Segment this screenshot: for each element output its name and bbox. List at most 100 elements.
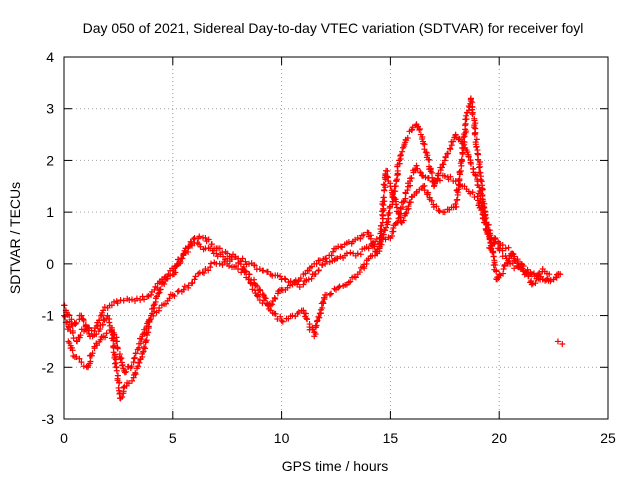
data-point [479,186,486,193]
data-point [505,244,512,251]
data-point [456,175,463,182]
data-point [97,312,104,319]
data-point [559,341,566,348]
data-point [492,261,499,268]
data-point [312,330,319,337]
data-point [162,300,169,307]
data-point [216,260,223,267]
data-point [141,296,148,303]
data-point [87,358,94,365]
data-points [61,95,566,402]
data-point [328,252,335,259]
data-point [291,280,298,287]
data-point [399,204,406,211]
data-point [180,251,187,258]
data-point [306,267,313,274]
data-point [97,336,104,343]
data-point [254,293,261,300]
data-point [416,127,423,134]
data-point [245,260,252,267]
data-point [514,256,521,263]
data-point [66,324,73,331]
data-point [144,293,151,300]
data-point [132,350,139,357]
data-point [128,296,135,303]
data-point [104,312,111,319]
data-point [371,252,378,259]
x-tick-label: 5 [169,430,177,446]
data-point [535,271,542,278]
data-point [417,169,424,176]
data-point [402,210,409,217]
data-point [473,143,480,150]
data-point [272,295,279,302]
data-point [289,312,296,319]
data-point [300,281,307,288]
data-point [326,291,333,298]
data-point [261,294,268,301]
data-point [347,249,354,256]
x-tick-label: 0 [60,430,68,446]
data-point [380,181,387,188]
data-point [457,167,464,174]
data-point [465,153,472,160]
data-point [138,336,145,343]
data-point [142,338,149,345]
data-point [66,312,73,319]
data-point [455,181,462,188]
axis-ticks [63,56,609,420]
data-point [83,324,90,331]
data-point [300,307,307,314]
data-point [357,235,364,242]
data-point [553,274,560,281]
data-point [137,340,144,347]
data-point [469,189,476,196]
data-point [335,284,342,291]
data-point [129,377,136,384]
x-tick-label: 10 [274,430,290,446]
x-axis-label: GPS time / hours [282,458,389,474]
data-point [502,245,509,252]
data-point [185,243,192,250]
data-point [121,369,128,376]
grid-lines [64,57,608,419]
data-point [477,169,484,176]
y-tick-label: -2 [42,359,55,375]
data-point [323,255,330,262]
data-point [473,136,480,143]
data-point [175,287,182,294]
data-point [120,297,127,304]
data-point [313,260,320,267]
data-point [421,187,428,194]
data-point [179,255,186,262]
data-point [461,138,468,145]
data-point [425,156,432,163]
data-point [467,96,474,103]
data-point [450,138,457,145]
data-point [189,279,196,286]
data-point [509,250,516,257]
data-point [356,269,363,276]
data-point [413,162,420,169]
data-point [321,294,328,301]
data-point [511,265,518,272]
data-point [146,317,153,324]
data-point [326,259,333,266]
data-point [181,283,188,290]
data-point [436,208,443,215]
y-tick-label: 3 [46,101,54,117]
data-point [468,160,474,167]
data-point [191,235,198,241]
data-point [123,368,130,375]
data-point [148,291,155,298]
data-point [78,359,85,366]
data-point [145,329,152,336]
data-point [447,173,454,180]
data-point [400,198,407,205]
data-point [120,384,127,391]
data-point [100,307,107,314]
data-point [196,233,203,240]
data-point [308,275,315,282]
data-point [472,171,479,178]
data-point [69,347,76,354]
